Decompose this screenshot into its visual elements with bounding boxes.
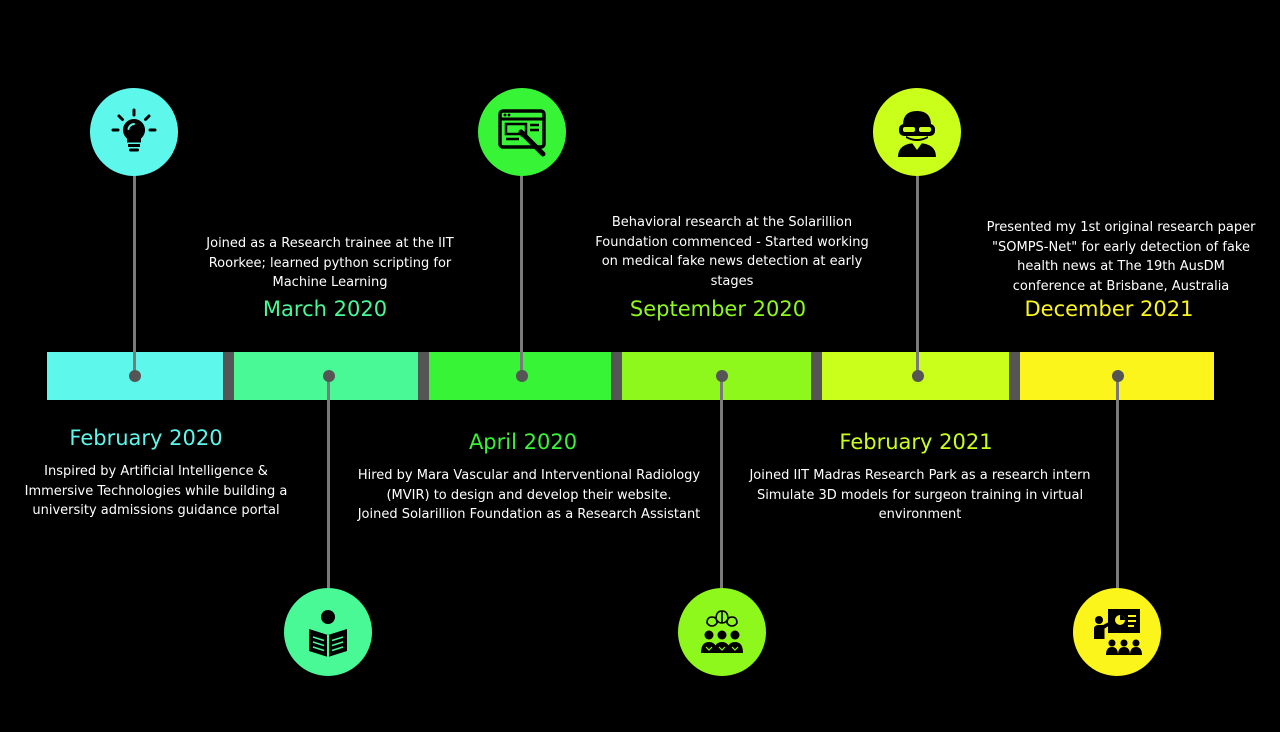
- connector-stem-6: [1116, 376, 1119, 588]
- milestone-6-icon-circle: [1073, 588, 1161, 676]
- timeline-dot-1: [129, 370, 141, 382]
- milestone-2-date: March 2020: [262, 297, 388, 321]
- milestone-6-description: Presented my 1st original research paper…: [968, 218, 1274, 296]
- milestone-4-line-4: stages: [710, 273, 754, 289]
- milestone-1-line-3: university admissions guidance portal: [32, 503, 280, 518]
- milestone-6-line-2: "SOMPS-Net" for early detection of fake: [992, 239, 1250, 255]
- timeline-dot-4: [716, 370, 728, 382]
- reading-person-icon: [309, 610, 347, 657]
- timeline-dot-5: [912, 370, 924, 382]
- milestone-1-line-1: Inspired by Artificial Intelligence &: [44, 464, 268, 479]
- milestone-5-line-2: Simulate 3D models for surgeon training …: [756, 487, 1084, 503]
- milestone-2-line-1: Joined as a Research trainee at the IIT: [206, 236, 454, 251]
- milestone-2-icon-circle: [284, 588, 372, 676]
- milestone-6-line-4: conference at Brisbane, Australia: [1012, 278, 1230, 294]
- timeline-separator: [1009, 352, 1020, 400]
- milestone-1-description: Inspired by Artificial Intelligence & Im…: [6, 462, 306, 521]
- connector-stem-1: [133, 172, 136, 376]
- presentation-icon: [1094, 609, 1142, 655]
- milestone-4-date: September 2020: [629, 297, 807, 321]
- milestone-4-icon-circle: [678, 588, 766, 676]
- timeline-separator: [223, 352, 234, 400]
- connector-stem-5: [916, 172, 919, 376]
- team-brain-icon: [701, 610, 743, 653]
- milestone-2-line-2: Roorkee; learned python scripting for: [208, 255, 452, 271]
- milestone-1-line-2: Immersive Technologies while building a: [24, 483, 288, 499]
- milestone-3-line-1: Hired by Mara Vascular and Interventiona…: [357, 468, 701, 483]
- timeline-dot-3: [516, 370, 528, 382]
- milestone-5-line-3: environment: [878, 507, 962, 522]
- milestone-4-line-2: Foundation commenced - Started working: [595, 234, 869, 250]
- timeline-dot-2: [323, 370, 335, 382]
- milestone-3-line-3: Joined Solarillion Foundation as a Resea…: [357, 507, 701, 522]
- milestone-3-date: April 2020: [468, 430, 578, 454]
- milestone-6-date: December 2021: [1024, 297, 1194, 321]
- connector-stem-2: [327, 376, 330, 588]
- milestone-2-line-3: Machine Learning: [272, 275, 388, 290]
- milestone-1-icon-circle: [90, 88, 178, 176]
- timeline-separator: [418, 352, 429, 400]
- milestone-3-description: Hired by Mara Vascular and Interventiona…: [334, 466, 724, 525]
- timeline-dot-6: [1112, 370, 1124, 382]
- timeline-separator: [811, 352, 822, 400]
- milestone-5-icon-circle: [873, 88, 961, 176]
- milestone-5-description: Joined IIT Madras Research Park as a res…: [730, 466, 1110, 525]
- vr-headset-icon: [898, 111, 936, 157]
- milestone-4-line-3: on medical fake news detection at early: [601, 254, 863, 269]
- web-design-icon: [498, 109, 546, 157]
- milestone-4-description: Behavioral research at the Solarillion F…: [582, 213, 882, 291]
- milestone-4-line-1: Behavioral research at the Solarillion: [611, 215, 853, 230]
- milestone-5-date: February 2021: [839, 430, 993, 454]
- milestone-6-line-1: Presented my 1st original research paper: [986, 220, 1256, 235]
- connector-stem-3: [520, 172, 523, 376]
- milestone-6-line-3: health news at The 19th AusDM: [1017, 259, 1225, 274]
- milestone-2-description: Joined as a Research trainee at the IIT …: [180, 234, 480, 293]
- timeline-separator: [611, 352, 622, 400]
- connector-stem-4: [720, 376, 723, 588]
- milestone-3-icon-circle: [478, 88, 566, 176]
- milestone-5-line-1: Joined IIT Madras Research Park as a res…: [749, 468, 1091, 483]
- milestone-3-line-2: (MVIR) to design and develop their websi…: [386, 487, 672, 503]
- milestone-1-date: February 2020: [69, 426, 223, 450]
- lightbulb-icon: [111, 108, 157, 152]
